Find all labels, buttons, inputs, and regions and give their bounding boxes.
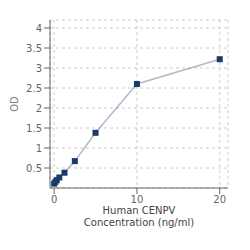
svg-text:3.5: 3.5: [26, 43, 42, 54]
svg-text:3: 3: [36, 63, 42, 74]
svg-text:4: 4: [36, 23, 42, 34]
svg-text:2: 2: [36, 103, 42, 114]
svg-text:1.5: 1.5: [26, 123, 42, 134]
svg-text:Human CENPVConcentration (ng/m: Human CENPVConcentration (ng/ml): [84, 205, 194, 228]
svg-text:10: 10: [131, 194, 144, 205]
svg-text:0.5: 0.5: [26, 163, 42, 174]
svg-text:20: 20: [213, 194, 226, 205]
svg-text:1: 1: [36, 143, 42, 154]
svg-text:0: 0: [51, 194, 57, 205]
svg-text:OD: OD: [9, 96, 20, 112]
svg-text:2.5: 2.5: [26, 83, 42, 94]
